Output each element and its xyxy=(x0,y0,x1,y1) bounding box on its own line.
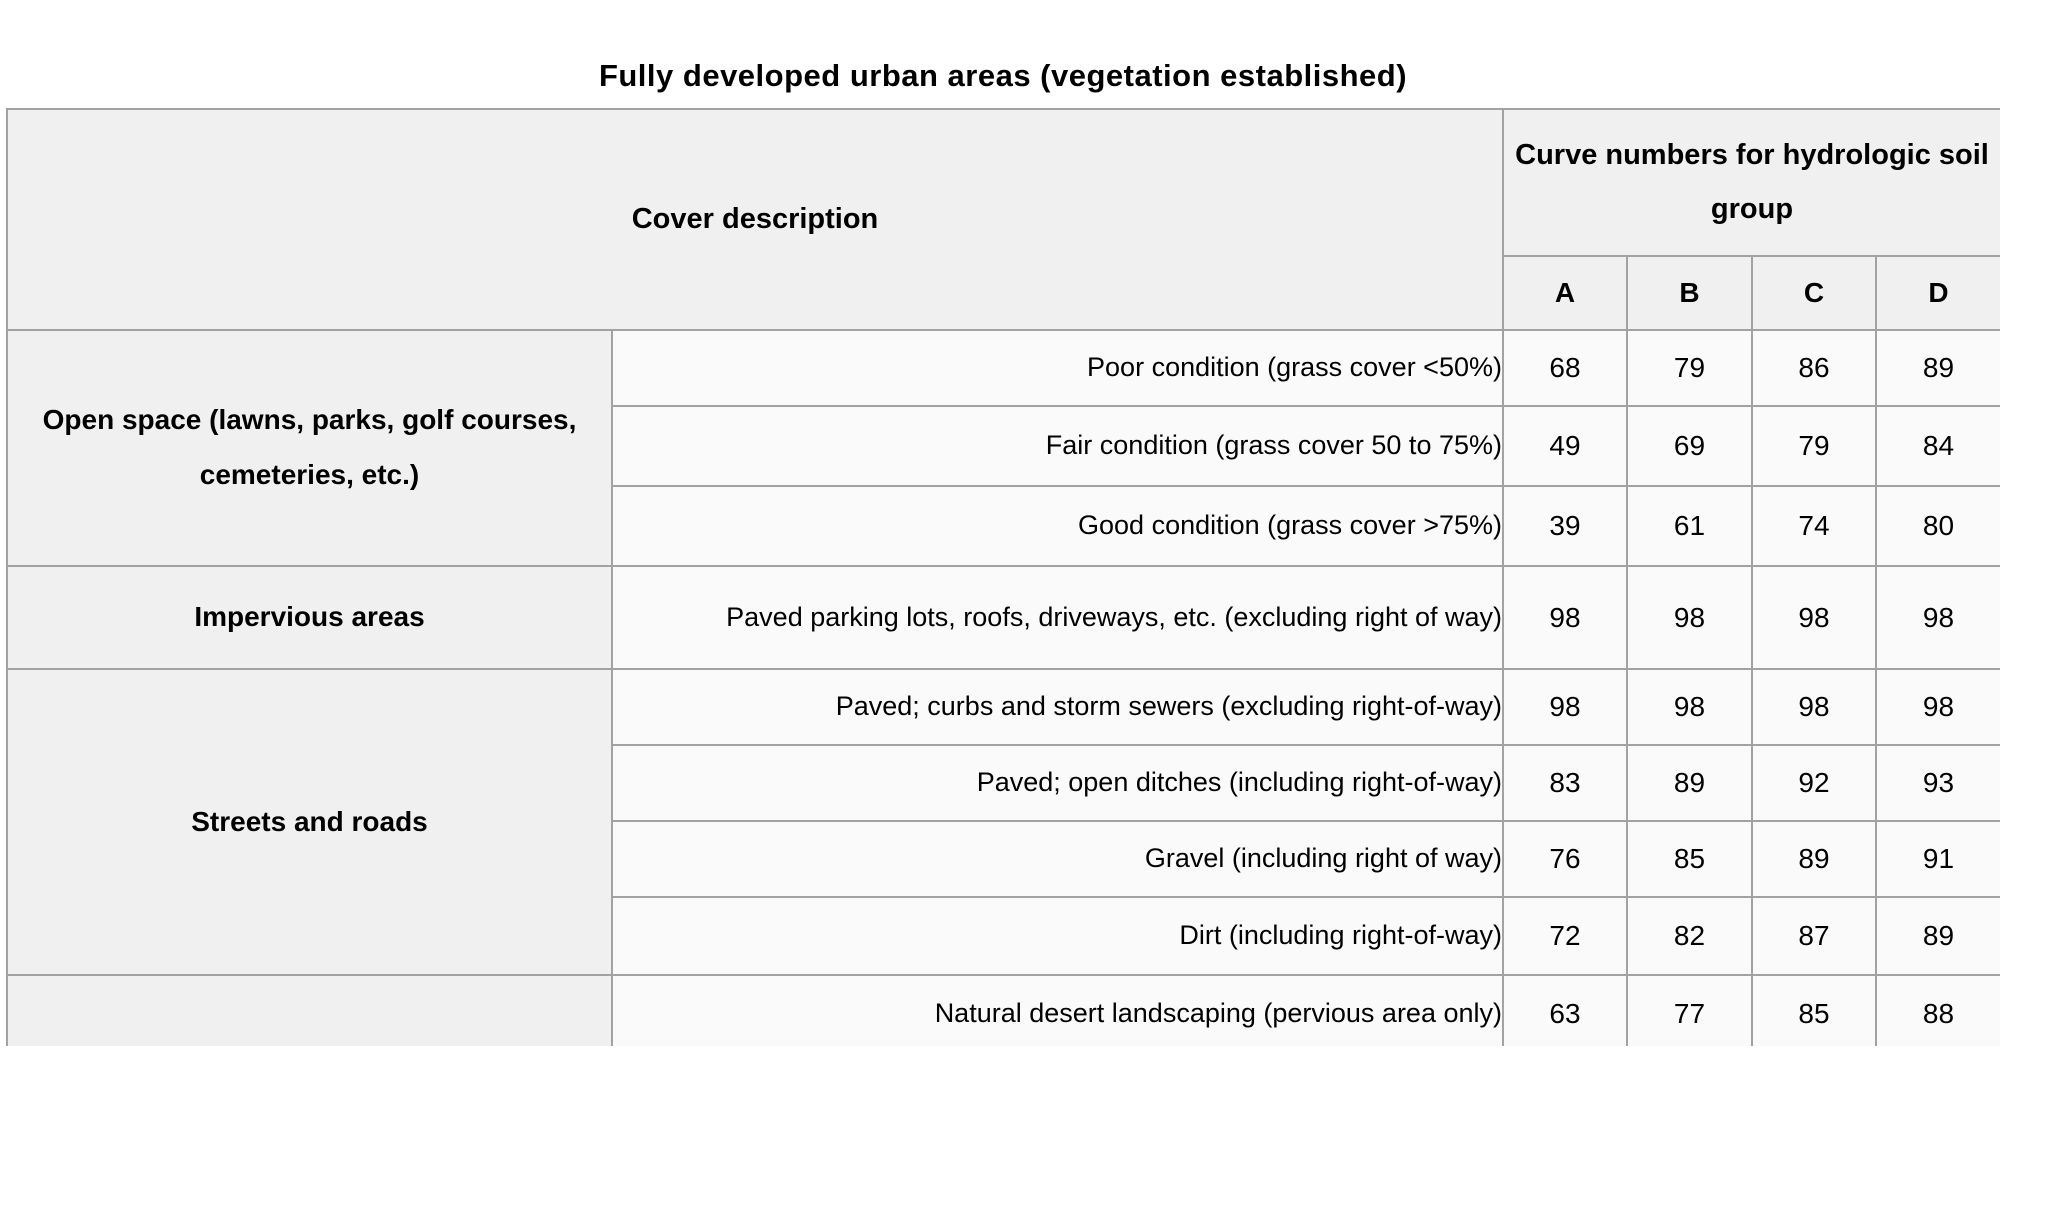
cn-value-cell: 98 xyxy=(1874,565,2000,670)
cn-value-cell: 76 xyxy=(1502,820,1628,898)
soil-group-a-header: A xyxy=(1502,255,1628,331)
cn-value-cell: 80 xyxy=(1874,485,2000,567)
soil-group-c-header: C xyxy=(1751,255,1877,331)
cn-value-cell: 98 xyxy=(1751,668,1877,746)
cn-value-cell: 84 xyxy=(1874,405,2000,487)
category-cell-streets-and-roads: Streets and roads xyxy=(6,668,613,976)
cover-desc-cell: Good condition (grass cover >75%) xyxy=(611,485,1504,567)
cover-desc-cell: Paved; open ditches (including right-of-… xyxy=(611,744,1504,822)
cn-value-cell: 63 xyxy=(1502,974,1628,1046)
soil-group-header-row: A B C D xyxy=(7,255,2000,331)
table-row: Impervious areas Paved parking lots, roo… xyxy=(6,565,2000,670)
cn-value-cell: 85 xyxy=(1751,974,1877,1046)
cn-value-cell: 92 xyxy=(1751,744,1877,822)
cn-value-cell: 89 xyxy=(1874,896,2000,976)
page-title: Fully developed urban areas (vegetation … xyxy=(598,58,1408,93)
table-row: Paved; open ditches (including right-of-… xyxy=(7,744,2000,822)
category-cell-open-space: Open space (lawns, parks, golf courses, … xyxy=(6,329,613,567)
cn-value-cell: 98 xyxy=(1502,668,1628,746)
table-row: Natural desert landscaping (pervious are… xyxy=(6,974,2000,1046)
cn-value-cell: 98 xyxy=(1874,668,2000,746)
cn-value-cell: 85 xyxy=(1626,820,1753,898)
cn-value-cell: 89 xyxy=(1874,329,2000,407)
cn-value-cell: 98 xyxy=(1751,565,1877,670)
cn-value-cell: 79 xyxy=(1626,329,1753,407)
cn-value-cell: 88 xyxy=(1874,974,2000,1046)
cn-value-cell: 68 xyxy=(1502,329,1628,407)
cover-desc-cell: Gravel (including right of way) xyxy=(611,820,1504,898)
cn-value-cell: 61 xyxy=(1626,485,1753,567)
cn-value-cell: 89 xyxy=(1626,744,1753,822)
curve-number-table: Cover description Curve numbers for hydr… xyxy=(6,108,2000,1046)
cn-value-cell: 74 xyxy=(1751,485,1877,567)
category-cell-continued xyxy=(6,974,613,1046)
cn-value-cell: 91 xyxy=(1874,820,2000,898)
cn-value-cell: 83 xyxy=(1502,744,1628,822)
cn-value-cell: 77 xyxy=(1626,974,1753,1046)
cover-desc-cell: Fair condition (grass cover 50 to 75%) xyxy=(611,405,1504,487)
cn-value-cell: 79 xyxy=(1751,405,1877,487)
cover-description-header: Cover description xyxy=(6,108,1504,331)
cover-desc-cell: Paved parking lots, roofs, driveways, et… xyxy=(611,565,1504,670)
cover-desc-cell: Poor condition (grass cover <50%) xyxy=(611,329,1504,407)
table-row: Dirt (including right-of-way) 72 82 87 8… xyxy=(7,896,2000,976)
table-row: Streets and roads Paved; curbs and storm… xyxy=(6,668,2000,976)
cn-value-cell: 86 xyxy=(1751,329,1877,407)
cn-value-cell: 93 xyxy=(1874,744,2000,822)
cn-value-cell: 98 xyxy=(1502,565,1628,670)
table-viewport: Cover description Curve numbers for hydr… xyxy=(6,108,2000,1046)
cover-desc-cell: Paved; curbs and storm sewers (excluding… xyxy=(611,668,1504,746)
cn-value-cell: 39 xyxy=(1502,485,1628,567)
cover-desc-cell: Dirt (including right-of-way) xyxy=(611,896,1504,976)
category-cell-impervious-areas: Impervious areas xyxy=(6,565,613,670)
cn-value-cell: 87 xyxy=(1751,896,1877,976)
cn-value-cell: 98 xyxy=(1626,565,1753,670)
cover-desc-cell: Natural desert landscaping (pervious are… xyxy=(611,974,1504,1046)
table-row: Good condition (grass cover >75%) 39 61 … xyxy=(7,485,2000,567)
cn-value-cell: 98 xyxy=(1626,668,1753,746)
table-row: Gravel (including right of way) 76 85 89… xyxy=(7,820,2000,898)
soil-group-d-header: D xyxy=(1874,255,2000,331)
cn-value-cell: 82 xyxy=(1626,896,1753,976)
header-row-top: Cover description Curve numbers for hydr… xyxy=(6,108,2000,331)
cn-value-cell: 72 xyxy=(1502,896,1628,976)
cn-value-cell: 49 xyxy=(1502,405,1628,487)
curve-numbers-header: Curve numbers for hydrologic soil group xyxy=(1501,108,2000,257)
cn-value-cell: 69 xyxy=(1626,405,1753,487)
soil-group-b-header: B xyxy=(1626,255,1753,331)
table-row: Fair condition (grass cover 50 to 75%) 4… xyxy=(7,405,2000,487)
table-row: Open space (lawns, parks, golf courses, … xyxy=(6,329,2000,567)
cn-value-cell: 89 xyxy=(1751,820,1877,898)
